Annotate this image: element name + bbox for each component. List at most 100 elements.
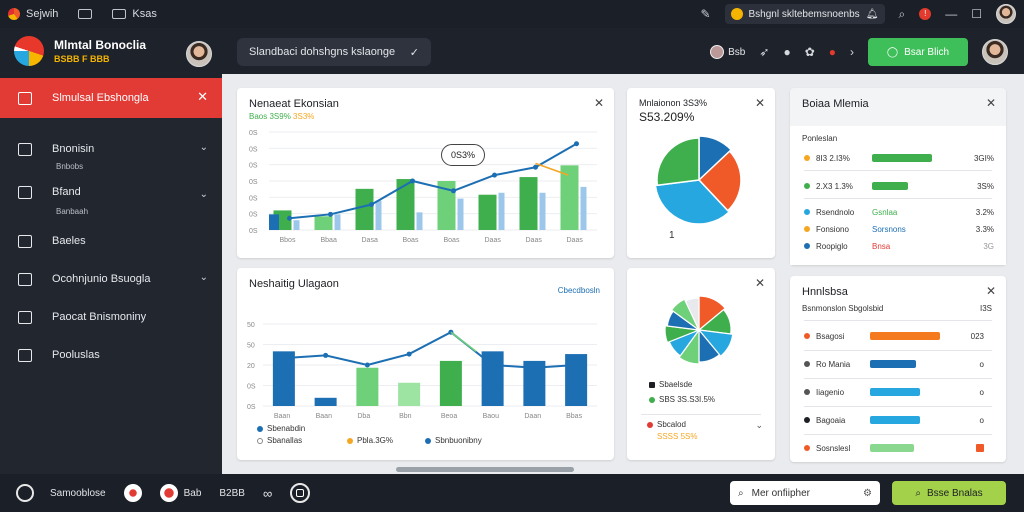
sidebar-item-baeles[interactable]: Baeles: [0, 222, 222, 260]
alert-icon[interactable]: ●: [828, 45, 836, 59]
close-icon[interactable]: ✕: [754, 96, 765, 110]
list-item-label: Fonsiono: [816, 224, 849, 234]
list-item[interactable]: Sosnslesl: [804, 440, 984, 456]
list-item-value: 3.2%: [975, 207, 994, 217]
account-avatar[interactable]: [982, 39, 1008, 65]
x-tick-label: Boas: [403, 237, 419, 244]
chevron-down-icon[interactable]: ⌄: [199, 189, 208, 200]
brand[interactable]: Mlmtal Bonoclia BSBB F BBB: [14, 36, 146, 66]
tab-label: Ksas: [132, 8, 157, 20]
list-item-value: 023: [970, 331, 984, 341]
list-card-bottom: Hnnlsbsa ✕ Bsnmonslon Sbgolsbid I3S Bsag…: [790, 276, 1006, 462]
sidebar-item-pooluslas[interactable]: Pooluslas: [0, 336, 222, 374]
close-icon[interactable]: ✕: [985, 284, 996, 298]
list-item[interactable]: Roopiglo Bnsa 3G: [804, 238, 994, 254]
card-badge[interactable]: Cbecdbosln: [557, 286, 600, 295]
sidebar-item-paocat[interactable]: Paocat Bnismoniny: [0, 298, 222, 336]
sidebar-item-simulation[interactable]: Slmulsal Ebshongla ✕: [0, 78, 222, 118]
inbox-icon: [18, 272, 32, 286]
close-icon[interactable]: ✕: [754, 276, 765, 290]
search-icon[interactable]: ⌕: [898, 6, 906, 21]
notification-badge[interactable]: !: [919, 8, 932, 20]
line-point: [574, 141, 579, 147]
select-sub: SSSS 5S%: [657, 432, 698, 441]
bar: [478, 194, 497, 230]
chevron-down-icon[interactable]: ⌄: [199, 142, 208, 153]
bottom-item-record[interactable]: [123, 484, 142, 502]
line-point: [451, 188, 456, 194]
legend-label: SBS 3S.S3I.5%: [659, 395, 716, 404]
legend-label: Sbenabdin: [267, 424, 306, 433]
list-heading-value: I3S: [979, 304, 992, 313]
chart-top: 0S 0S 0S 0S 0S 0S 0S Bbos Bbaa Dasa Boas Boas Daas Da…: [249, 130, 597, 244]
primary-action-button[interactable]: ◯ Bsar Blich: [868, 38, 968, 66]
list-item[interactable]: 2.X3 1.3% 3S%: [804, 178, 994, 194]
global-search[interactable]: Bshgnl skltebemsnoenbs 🔔︎: [724, 4, 885, 24]
bar: [439, 360, 462, 406]
sidebar-item-bfand[interactable]: Bfand ⌄: [0, 177, 222, 207]
bar: [580, 186, 587, 230]
line-point: [323, 352, 329, 358]
bottom-item-stop[interactable]: [290, 483, 311, 503]
header-search[interactable]: Slandbaci dohshgns kslaonge ✓: [237, 38, 431, 66]
list-item[interactable]: Iiagenio o: [804, 384, 984, 400]
share-icon[interactable]: ➶: [759, 45, 770, 59]
window-tab[interactable]: [78, 9, 93, 19]
app-menu[interactable]: Sejwih: [8, 8, 58, 20]
line-point: [490, 362, 496, 368]
list-item[interactable]: 8I3 2.I3% 3GI%: [804, 150, 994, 166]
action-circle-icon: ◯: [886, 46, 899, 58]
bottom-item-samooblose[interactable]: Samooblose: [16, 484, 106, 502]
sidebar-item-ocohnjunio[interactable]: Ocohnjunio Bsuogla ⌄: [0, 260, 222, 298]
bar: [293, 220, 300, 230]
chevron-right-icon[interactable]: ›: [850, 45, 854, 59]
settings-icon[interactable]: ✿: [804, 45, 815, 59]
app-name: Sejwih: [26, 8, 59, 20]
profile-avatar[interactable]: [186, 41, 212, 67]
pie-top: [654, 135, 742, 225]
legend-item: Sbnbuonibny: [425, 436, 482, 445]
user-chip[interactable]: Bsb: [710, 45, 745, 59]
bottom-action-button[interactable]: ⌕ Bsse Bnalas: [892, 481, 1006, 505]
list-heading: Ponleslan: [802, 134, 838, 143]
close-icon[interactable]: ✕: [197, 89, 208, 104]
list-item[interactable]: Rsendnolo Gsnlaa 3.2%: [804, 204, 994, 220]
bottom-item-bab[interactable]: Bab: [159, 484, 201, 502]
sidebar-subtext: Banbaah: [56, 207, 89, 216]
bar: [523, 360, 546, 406]
status-dot-icon: [804, 183, 810, 189]
pin-icon[interactable]: ✎: [700, 7, 711, 21]
progress-bar: [870, 416, 920, 424]
sidebar-item-bnonisin[interactable]: Bnonisin ⌄: [0, 130, 222, 168]
sidebar-subtext: Bnbobs: [56, 162, 84, 171]
bottom-item-b2bb[interactable]: B2BB: [219, 488, 245, 499]
stop-icon: [290, 483, 311, 503]
app-logo-icon: [8, 8, 20, 20]
list-item[interactable]: Ro Mania o: [804, 356, 984, 372]
pie-select[interactable]: Sbcalod SSSS 5S% ⌄: [647, 420, 763, 441]
search-icon: ⌕: [915, 487, 921, 499]
chat-icon[interactable]: ●: [783, 45, 791, 59]
status-dot-icon: [804, 361, 810, 367]
close-icon[interactable]: ✕: [985, 96, 996, 110]
y-tick-label: 20: [247, 363, 255, 370]
horizontal-scrollbar[interactable]: [396, 467, 574, 472]
close-icon[interactable]: ✕: [593, 96, 604, 110]
brand-title: Mlmtal Bonoclia: [54, 38, 147, 52]
list-item[interactable]: Fonsiono Sorsnons 3.3%: [804, 221, 994, 237]
legend-item: SBS 3S.S3I.5%: [649, 395, 715, 404]
minimize-icon[interactable]: —: [945, 7, 958, 21]
maximize-icon[interactable]: ☐: [971, 7, 982, 21]
bottom-search[interactable]: ⌕ Mer onfiipher ⚙: [730, 481, 880, 505]
tab-ksas[interactable]: Ksas: [112, 8, 157, 20]
bar: [356, 367, 379, 406]
list-heading-label: Bsnmonslon Sbgolsbid: [802, 304, 884, 313]
user-avatar[interactable]: [996, 4, 1016, 24]
chevron-down-icon[interactable]: ⌄: [199, 272, 208, 283]
list-item[interactable]: Bagoaia o: [804, 412, 984, 428]
list-item-tag: Gsnlaa: [872, 207, 898, 217]
bottom-item-link[interactable]: ∞: [263, 486, 272, 501]
list-item[interactable]: Bsagosi 023: [804, 328, 984, 344]
select-label: Sbcalod: [657, 420, 686, 429]
line-point: [364, 362, 370, 368]
